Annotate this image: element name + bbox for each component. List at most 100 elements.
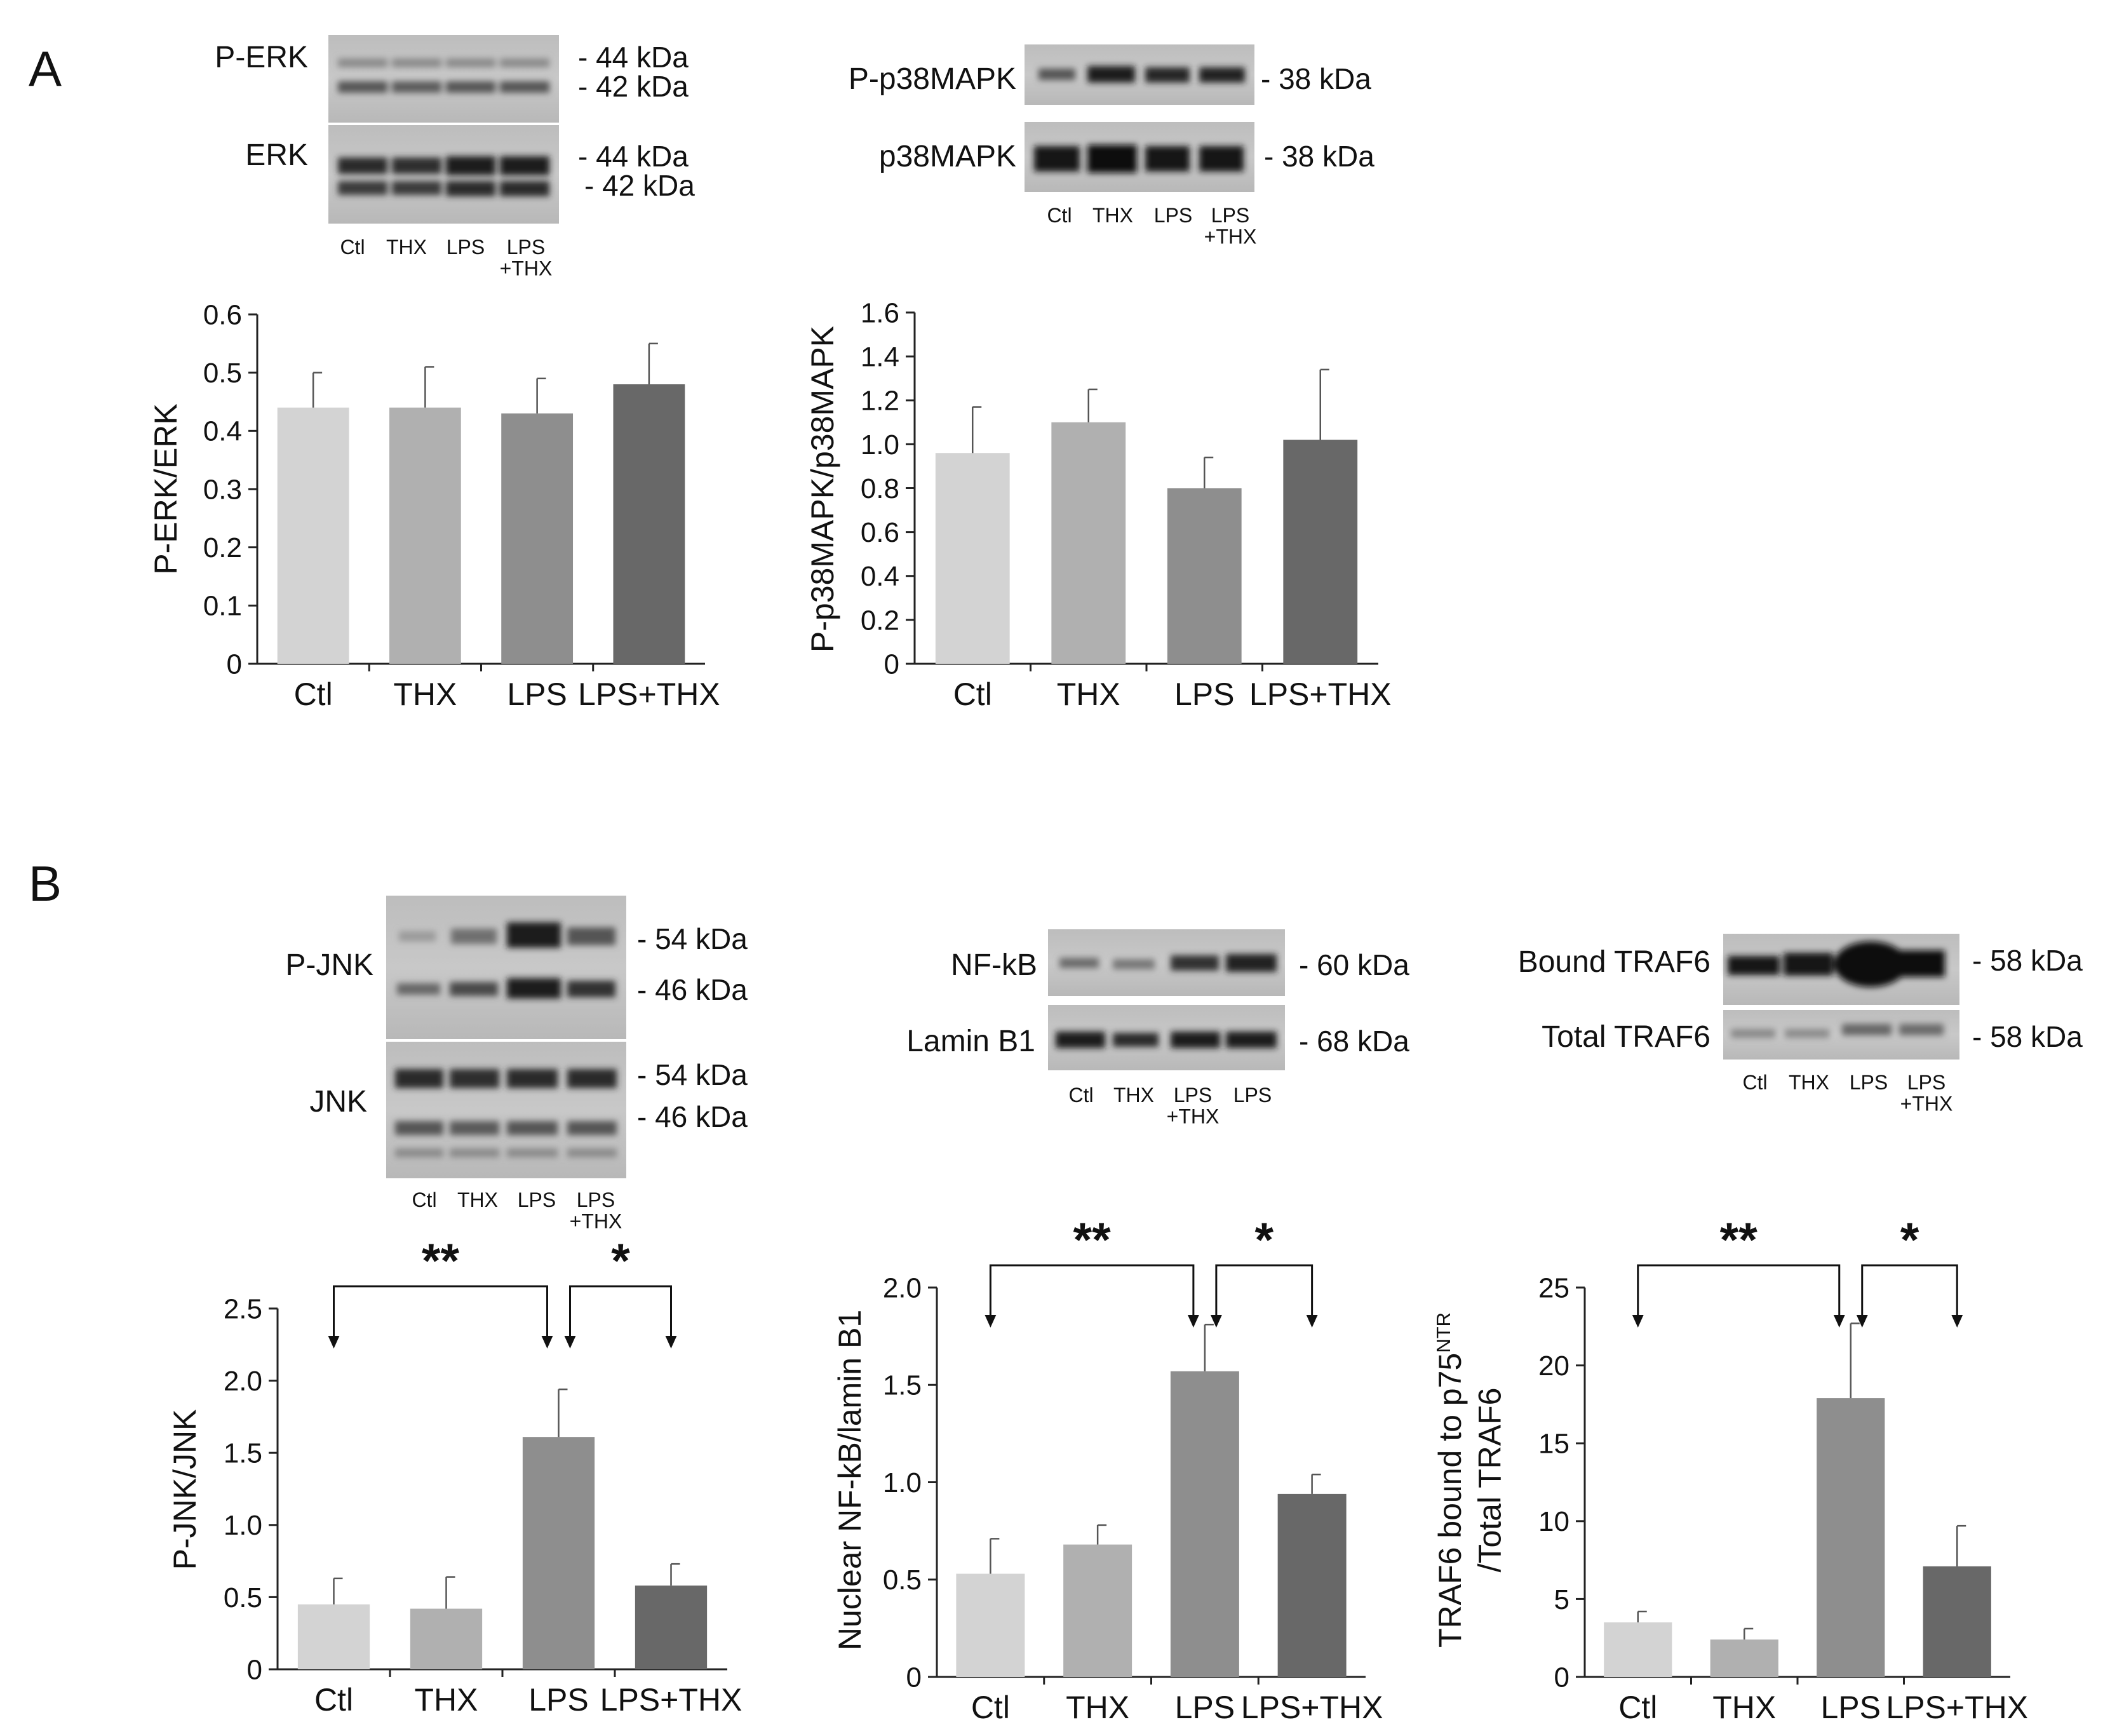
lane-label: THX	[1092, 204, 1133, 227]
mw-marker: - 54 kDa	[637, 1058, 748, 1091]
bar-ctl	[935, 453, 1010, 664]
significance-bracket: **	[1632, 1213, 1845, 1328]
blot-membrane-jnk	[386, 1042, 626, 1178]
chart-p-jnk-jnk: 0 0.5 1.0 1.5 2.0 2.5 Ctl THX LPS LPS+THX P-JNK/JN…	[167, 1234, 742, 1718]
x-tick-label: Ctl	[314, 1682, 353, 1718]
lane-label: LPS	[1850, 1071, 1888, 1094]
mw-marker: - 38 kDa	[1264, 140, 1374, 173]
bar-lps-thx	[613, 384, 685, 664]
blot-membrane-p-jnk	[386, 896, 626, 1039]
y-tick-label: 0.8	[861, 473, 899, 504]
bar-ctl	[956, 1573, 1025, 1677]
y-tick-label: 0.4	[203, 416, 242, 447]
panel-label-a: A	[29, 41, 62, 97]
mw-marker: - 68 kDa	[1299, 1025, 1409, 1058]
bar-lps-thx	[1283, 440, 1358, 664]
y-tick-label: 1.0	[224, 1510, 262, 1541]
y-tick-label: 20	[1538, 1350, 1569, 1382]
blot-membrane-p-erk	[328, 35, 559, 123]
blot-jnk: P-JNK JNK - 54 kDa - 46 kDa - 54 kDa - 4…	[285, 896, 748, 1233]
p38-bands	[1034, 66, 1245, 173]
lane-label: LPS	[1233, 1084, 1272, 1107]
bar-thx	[1063, 1544, 1132, 1677]
lane-label: THX	[457, 1188, 498, 1211]
y-axis-label: P-ERK/ERK	[148, 403, 184, 575]
y-tick-label: 1.2	[861, 386, 899, 417]
bar-thx	[389, 407, 461, 664]
lane-labels-erk: Ctl THX LPS LPS +THX	[340, 236, 552, 280]
panel-label-b: B	[29, 856, 62, 912]
bar-thx	[410, 1608, 483, 1669]
x-tick-label: Ctl	[1618, 1690, 1657, 1725]
lane-label: Ctl	[340, 236, 365, 259]
x-tick-label: LPS+THX	[1249, 676, 1392, 712]
lane-label-two-line: LPS +THX	[1900, 1071, 1953, 1115]
y-axis-label: P-p38MAPK/p38MAPK	[805, 326, 840, 652]
y-tick-label: 0	[906, 1662, 922, 1693]
jnk-bands	[395, 922, 617, 1157]
lane-labels-jnk: Ctl THX LPS LPS +THX	[412, 1188, 622, 1233]
x-tick-label: THX	[393, 676, 457, 712]
blot-p38mapk: P-p38MAPK p38MAPK - 38 kDa - 38 kDa Ctl …	[849, 44, 1374, 248]
y-tick-label: 0.2	[861, 605, 899, 636]
blot-protein-jnk: JNK	[309, 1085, 367, 1119]
bar-lps	[501, 413, 574, 664]
y-tick-label: 0	[1554, 1662, 1569, 1693]
blot-protein-p-p38mapk: P-p38MAPK	[849, 62, 1016, 96]
x-tick-label: LPS+THX	[578, 676, 720, 712]
bar-ctl	[1604, 1622, 1672, 1677]
y-tick-label: 15	[1538, 1429, 1569, 1460]
y-tick-label: 0.5	[883, 1564, 922, 1596]
y-tick-label: 0.5	[224, 1582, 262, 1613]
blot-protein-p38mapk: p38MAPK	[879, 140, 1016, 173]
x-tick-label: Ctl	[294, 676, 333, 712]
mw-marker: - 42 kDa	[584, 169, 695, 202]
bar-lps-thx	[635, 1585, 708, 1669]
lane-label-two-line: LPS +THX	[570, 1188, 622, 1233]
x-tick-label: LPS+THX	[600, 1682, 743, 1718]
erk-bands	[338, 58, 549, 196]
lane-label: Ctl	[412, 1188, 436, 1211]
lane-label-two-line: LPS +THX	[1204, 204, 1257, 248]
chart-p-p38mapk-p38mapk: 0 0.2 0.4 0.6 0.8 1.0 1.2 1.4 1.6 Ctl THX LPS LPS+TH…	[805, 297, 1392, 712]
blot-protein-p-erk: P-ERK	[215, 41, 308, 74]
y-tick-label: 0.4	[861, 561, 899, 592]
mw-marker: - 38 kDa	[1261, 62, 1371, 95]
blot-protein-lamin-b1: Lamin B1	[906, 1025, 1035, 1058]
y-axis-label: Nuclear NF-kB/lamin B1	[832, 1310, 868, 1650]
mw-marker: - 44 kDa	[578, 140, 689, 173]
significance-label: *	[1900, 1213, 1919, 1267]
lane-labels-traf6: Ctl THX LPS LPS +THX	[1742, 1071, 1952, 1115]
x-tick-label: LPS	[1174, 676, 1235, 712]
significance-label: **	[1720, 1213, 1758, 1267]
bar-ctl	[277, 407, 349, 664]
bar-lps-thx	[1923, 1566, 1991, 1677]
bar-ctl	[297, 1604, 370, 1669]
traf6-bands	[1728, 941, 1945, 1038]
significance-label: *	[611, 1234, 630, 1288]
y-tick-label: 0.6	[861, 517, 899, 548]
bar-lps	[1170, 1371, 1239, 1677]
chart-p-erk-erk: 0 0.1 0.2 0.3 0.4 0.5 0.6 Ctl THX LPS LPS+THX P-ERK…	[148, 299, 720, 712]
significance-bracket: **	[328, 1234, 553, 1349]
blot-protein-p-jnk: P-JNK	[285, 948, 373, 982]
significance-bracket: *	[1210, 1213, 1318, 1328]
mw-marker: - 46 kDa	[637, 973, 748, 1006]
nfkb-bands	[1056, 954, 1277, 1048]
x-tick-label: LPS	[528, 1682, 589, 1718]
lane-label: THX	[1113, 1084, 1154, 1107]
blot-erk: P-ERK ERK - 44 kDa - 42 kDa - 44 kDa - 4…	[215, 35, 695, 280]
bar-thx	[1710, 1639, 1778, 1677]
x-tick-label: LPS	[1175, 1690, 1235, 1725]
lane-labels-nfkb: Ctl THX LPS +THX LPS	[1068, 1084, 1272, 1128]
lane-label-two-line: LPS +THX	[1167, 1084, 1220, 1128]
mw-marker: - 60 kDa	[1299, 948, 1409, 981]
significance-label: **	[1073, 1213, 1112, 1267]
bar-lps	[1167, 488, 1242, 664]
mw-marker: - 58 kDa	[1972, 944, 2083, 977]
lane-label: LPS	[447, 236, 485, 259]
lane-label: Ctl	[1742, 1071, 1767, 1094]
lane-label: THX	[1789, 1071, 1829, 1094]
y-tick-label: 2.5	[224, 1293, 262, 1324]
y-axis-label: P-JNK/JNK	[167, 1410, 203, 1570]
